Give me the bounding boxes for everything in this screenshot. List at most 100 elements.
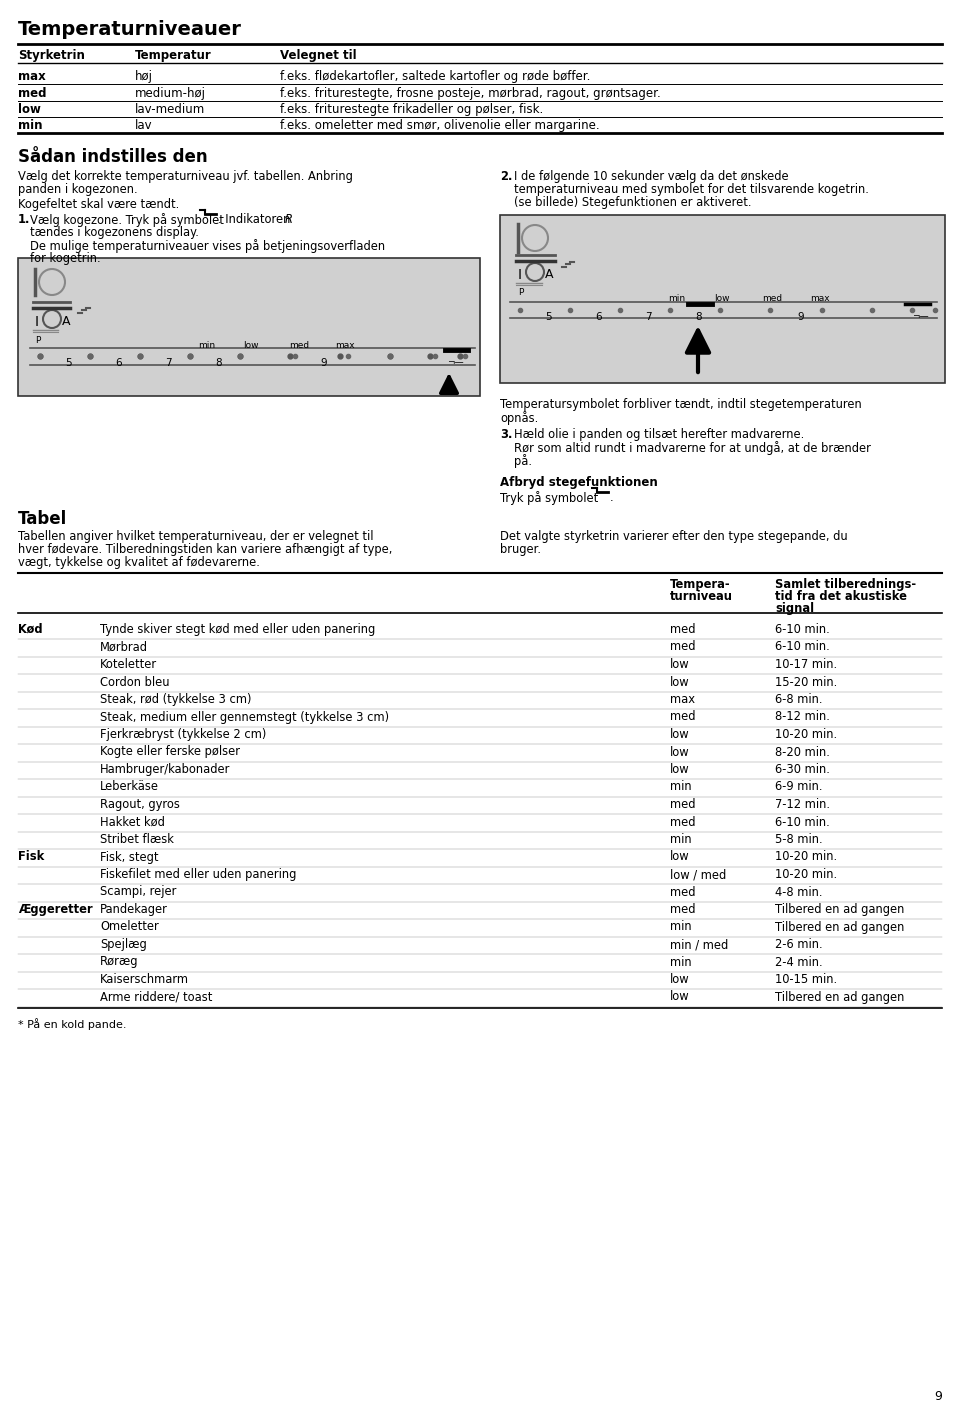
Text: tændes i kogezonens display.: tændes i kogezonens display.	[30, 226, 199, 239]
Text: P: P	[518, 288, 523, 297]
Text: Fjerkræbryst (tykkelse 2 cm): Fjerkræbryst (tykkelse 2 cm)	[100, 728, 266, 741]
Text: 8-20 min.: 8-20 min.	[775, 745, 829, 759]
Text: bruger.: bruger.	[500, 543, 541, 556]
Text: f.eks. flødekartofler, saltede kartofler og røde bøffer.: f.eks. flødekartofler, saltede kartofler…	[280, 70, 590, 83]
Text: Tabellen angiver hvilket temperaturniveau, der er velegnet til: Tabellen angiver hvilket temperaturnivea…	[18, 530, 373, 543]
Text: (se billede) Stegefunktionen er aktiveret.: (se billede) Stegefunktionen er aktivere…	[514, 196, 752, 209]
Text: Temperatur: Temperatur	[135, 49, 212, 62]
Text: med: med	[670, 815, 695, 829]
Text: 6-10 min.: 6-10 min.	[775, 815, 829, 829]
Text: vægt, tykkelse og kvalitet af fødevarerne.: vægt, tykkelse og kvalitet af fødevarern…	[18, 556, 260, 570]
Text: temperaturniveau med symbolet for det tilsvarende kogetrin.: temperaturniveau med symbolet for det ti…	[514, 182, 869, 196]
Text: Hakket kød: Hakket kød	[100, 815, 165, 829]
Text: max: max	[335, 341, 354, 349]
Text: Kogefeltet skal være tændt.: Kogefeltet skal være tændt.	[18, 198, 180, 210]
Text: Pandekager: Pandekager	[100, 904, 168, 916]
Text: 10-20 min.: 10-20 min.	[775, 850, 837, 863]
Text: 10-15 min.: 10-15 min.	[775, 974, 837, 986]
Text: max: max	[18, 70, 46, 83]
Text: Æggeretter: Æggeretter	[18, 904, 92, 916]
Bar	[18, 258, 480, 396]
Text: low: low	[670, 728, 689, 741]
Text: I de følgende 10 sekunder vælg da det ønskede: I de følgende 10 sekunder vælg da det øn…	[514, 170, 788, 182]
Text: Tilbered en ad gangen: Tilbered en ad gangen	[775, 904, 904, 916]
Text: panden i kogezonen.: panden i kogezonen.	[18, 182, 137, 196]
Text: Styrketrin: Styrketrin	[18, 49, 84, 62]
Text: Rør som altid rundt i madvarerne for at undgå, at de brænder: Rør som altid rundt i madvarerne for at …	[514, 441, 871, 455]
Text: Leberkäse: Leberkäse	[100, 780, 159, 794]
Text: low: low	[714, 295, 730, 303]
Text: Samlet tilberednings-: Samlet tilberednings-	[775, 578, 916, 591]
Text: med: med	[762, 295, 782, 303]
Text: Temperaturniveauer: Temperaturniveauer	[18, 20, 242, 39]
Text: R: R	[285, 213, 293, 226]
Text: Steak, medium eller gennemstegt (tykkelse 3 cm): Steak, medium eller gennemstegt (tykkels…	[100, 710, 389, 724]
Text: 6-10 min.: 6-10 min.	[775, 623, 829, 636]
Text: på.: på.	[514, 455, 532, 469]
Bar	[500, 215, 945, 383]
Text: .: .	[610, 491, 613, 504]
Text: 7: 7	[645, 311, 652, 323]
Text: 1.: 1.	[18, 213, 31, 226]
Text: . Indikatoren: . Indikatoren	[218, 213, 290, 226]
Text: f.eks. omeletter med smør, olivenolie eller margarine.: f.eks. omeletter med smør, olivenolie el…	[280, 119, 600, 132]
Text: 5: 5	[65, 358, 72, 368]
Text: Koteletter: Koteletter	[100, 658, 157, 671]
Text: low: low	[670, 850, 689, 863]
Text: Tryk på symbolet: Tryk på symbolet	[500, 491, 598, 505]
Text: min: min	[668, 295, 685, 303]
Text: lav-medium: lav-medium	[135, 102, 205, 116]
Text: min: min	[670, 833, 691, 846]
Text: low: low	[670, 763, 689, 776]
Text: 4-8 min.: 4-8 min.	[775, 885, 823, 898]
Text: A: A	[62, 316, 70, 328]
Text: Det valgte styrketrin varierer efter den type stegepande, du: Det valgte styrketrin varierer efter den…	[500, 530, 848, 543]
Text: Hambruger/kabonader: Hambruger/kabonader	[100, 763, 230, 776]
Text: Ragout, gyros: Ragout, gyros	[100, 798, 180, 811]
Text: min / med: min / med	[670, 939, 729, 951]
Text: 7-12 min.: 7-12 min.	[775, 798, 830, 811]
Text: Omeletter: Omeletter	[100, 920, 158, 933]
Text: medium-høj: medium-høj	[135, 87, 206, 100]
Text: Temperatursymbolet forbliver tændt, indtil stegetemperaturen: Temperatursymbolet forbliver tændt, indt…	[500, 398, 862, 411]
Text: 5: 5	[545, 311, 552, 323]
Text: Cordon bleu: Cordon bleu	[100, 675, 170, 689]
Text: 8-12 min.: 8-12 min.	[775, 710, 829, 724]
Text: * På en kold pande.: * På en kold pande.	[18, 1019, 127, 1030]
Text: Tempera-: Tempera-	[670, 578, 731, 591]
Text: Afbryd stegefunktionen: Afbryd stegefunktionen	[500, 476, 658, 490]
Text: Vælg kogezone. Tryk på symbolet: Vælg kogezone. Tryk på symbolet	[30, 213, 224, 227]
Text: 10-17 min.: 10-17 min.	[775, 658, 837, 671]
Text: 6: 6	[595, 311, 602, 323]
Text: min: min	[18, 119, 42, 132]
Text: for kogetrin.: for kogetrin.	[30, 253, 101, 265]
Text: low: low	[670, 675, 689, 689]
Text: low / med: low / med	[670, 868, 727, 881]
Text: Kogte eller ferske pølser: Kogte eller ferske pølser	[100, 745, 240, 759]
Text: min: min	[670, 780, 691, 794]
Text: min: min	[670, 920, 691, 933]
Text: med: med	[18, 87, 46, 100]
Text: Tabel: Tabel	[18, 511, 67, 528]
Text: Arme riddere/ toast: Arme riddere/ toast	[100, 991, 212, 1003]
Text: opnås.: opnås.	[500, 411, 539, 425]
Text: 9: 9	[797, 311, 804, 323]
Text: min: min	[670, 955, 691, 968]
Text: 6-8 min.: 6-8 min.	[775, 693, 823, 706]
Text: 8: 8	[695, 311, 702, 323]
Text: 15-20 min.: 15-20 min.	[775, 675, 837, 689]
Text: Tilbered en ad gangen: Tilbered en ad gangen	[775, 991, 904, 1003]
Text: 5-8 min.: 5-8 min.	[775, 833, 823, 846]
Text: med: med	[670, 623, 695, 636]
Text: med: med	[670, 798, 695, 811]
Text: 10-20 min.: 10-20 min.	[775, 728, 837, 741]
Text: 2.: 2.	[500, 170, 513, 182]
Text: f.eks. friturestegte, frosne posteje, mørbrad, ragout, grøntsager.: f.eks. friturestegte, frosne posteje, mø…	[280, 87, 660, 100]
Text: Tynde skiver stegt kød med eller uden panering: Tynde skiver stegt kød med eller uden pa…	[100, 623, 375, 636]
Text: min: min	[198, 341, 215, 349]
Text: med: med	[670, 885, 695, 898]
Text: Fisk: Fisk	[18, 850, 44, 863]
Text: med: med	[670, 641, 695, 654]
Text: I: I	[35, 316, 39, 328]
Text: tid fra det akustiske: tid fra det akustiske	[775, 591, 907, 603]
